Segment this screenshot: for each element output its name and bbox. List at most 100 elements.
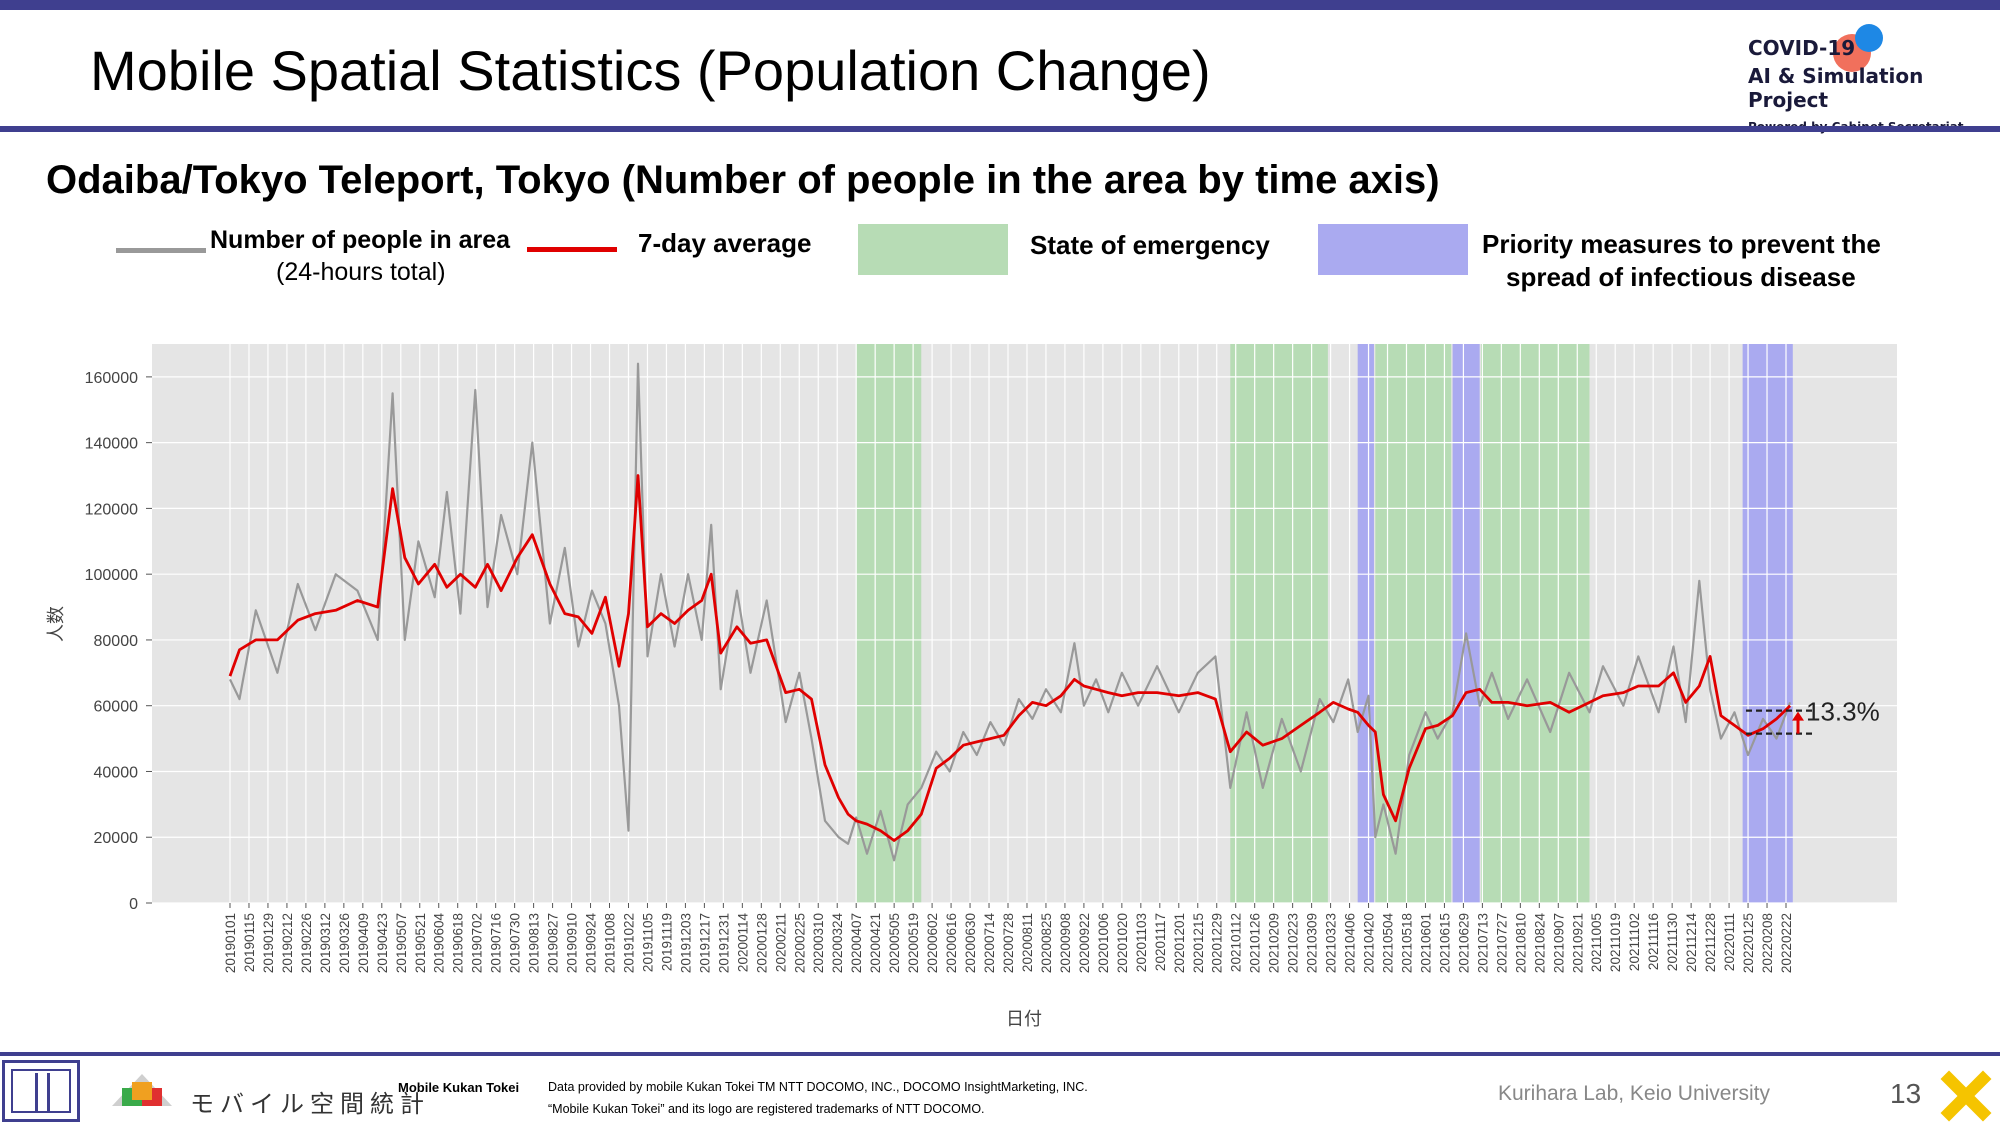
brand-logo-blue-dot [1855,24,1883,52]
y-tick-label: 60000 [94,699,139,716]
brand-line-1: COVID-19 [1748,36,1856,60]
x-tick-label: 20200714 [982,913,997,974]
x-tick-label: 20211005 [1589,913,1604,972]
annotation-label: 13.3% [1806,697,1880,727]
x-tick-label: 20200211 [773,913,788,972]
x-tick-label: 20201229 [1210,913,1225,973]
x-tick-label: 20210907 [1551,913,1566,973]
x-tick-label: 20211130 [1665,913,1680,971]
x-tick-label: 20200519 [906,913,921,973]
x-tick-label: 20190827 [546,913,561,973]
x-tick-label: 20190702 [470,913,485,973]
x-tick-label: 20190312 [318,913,333,973]
mobile-kukan-block-icon [132,1082,152,1100]
legend-emergency-swatch [858,224,1008,275]
priority-period-2 [1357,344,1374,903]
x-tick-label: 20190409 [356,913,371,973]
x-tick-label: 20200225 [792,913,807,973]
y-tick-label: 80000 [94,633,139,650]
x-tick-label: 20211116 [1646,913,1661,970]
x-tick-label: 20200128 [754,913,769,973]
x-tick-label: 20201006 [1096,913,1111,973]
plot-background [152,344,1897,903]
x-tick-label: 20191105 [640,913,655,972]
title-underline [0,126,2000,132]
x-tick-label: 20190423 [375,913,390,973]
x-tick-label: 20201117 [1153,913,1168,971]
x-tick-label: 20210601 [1418,913,1433,973]
x-tick-label: 20201020 [1115,913,1130,973]
x-tick-label: 20200908 [1058,913,1073,973]
y-axis-label: 人数 [46,606,66,642]
footer-divider [0,1052,2000,1056]
priority-period-6 [1742,344,1793,903]
x-tick-label: 20190813 [527,913,542,973]
x-tick-label: 20190730 [508,913,523,973]
x-tick-label: 20210713 [1475,913,1490,973]
y-tick-label: 100000 [85,567,138,584]
ai-lab-logo [2,1060,80,1122]
x-tick-label: 20211214 [1684,913,1699,973]
y-tick-label: 160000 [85,370,138,387]
x-tick-label: 20190716 [489,913,504,973]
x-tick-label: 20211102 [1627,913,1642,971]
x-tick-label: 20200421 [868,913,883,973]
x-tick-label: 20210824 [1532,913,1547,974]
x-tick-label: 20190326 [337,913,352,973]
x-tick-label: 20191203 [678,913,693,973]
x-tick-label: 20200616 [944,913,959,973]
x-tick-label: 20210420 [1362,913,1377,973]
x-tick-label: 20190129 [261,913,276,973]
slide-title: Mobile Spatial Statistics (Population Ch… [90,39,1211,102]
emergency-period-0 [856,344,922,903]
x-tick-label: 20190521 [413,913,428,973]
legend-emergency-label: State of emergency [1030,230,1270,260]
priority-period-4 [1452,344,1480,903]
legend-priority-swatch [1318,224,1468,275]
footer-product-name: Mobile Kukan Tokei [398,1080,520,1095]
x-tick-label: 20201201 [1172,913,1187,973]
x-tick-label: 20211228 [1703,913,1718,972]
x-tick-label: 20191008 [603,913,618,973]
x-tick-label: 20210518 [1399,913,1414,973]
emergency-period-1 [1230,344,1328,903]
y-tick-label: 140000 [85,436,138,453]
x-tick-label: 20210323 [1324,913,1339,973]
emergency-period-5 [1481,344,1590,903]
x-tick-label: 20200505 [887,913,902,973]
footer-logo-text: モバイル空間統計 [190,1090,430,1118]
x-tick-label: 20210629 [1456,913,1471,973]
y-tick-label: 40000 [94,764,139,781]
x-tick-label: 20191022 [621,913,636,973]
x-tick-label: 20210921 [1570,913,1585,973]
brand-line-2: AI & Simulation Project [1748,64,1924,112]
legend-raw-sublabel: (24-hours total) [276,258,446,286]
x-tick-label: 20190604 [432,913,447,974]
x-tick-label: 20200310 [811,913,826,973]
x-tick-label: 20210223 [1286,913,1301,973]
x-tick-label: 20200811 [1020,913,1035,972]
x-tick-label: 20220125 [1741,913,1756,973]
top-accent-bar [0,0,2000,10]
x-tick-label: 20190212 [280,913,295,973]
x-tick-label: 20191231 [716,913,731,973]
footer-lab-name: Kurihara Lab, Keio University [1498,1082,1770,1105]
x-tick-label: 20200114 [735,913,750,973]
legend-avg-label: 7-day average [638,228,812,258]
legend-avg-swatch [527,247,617,252]
x-tick-label: 20200630 [963,913,978,973]
x-tick-label: 20200602 [925,913,940,973]
raw-count-line [229,362,1792,862]
x-axis-label: 日付 [1006,1009,1042,1029]
annotation-arrow-head [1792,711,1804,721]
x-tick-label: 20210406 [1343,913,1358,973]
x-tick-label: 20210810 [1513,913,1528,973]
x-tick-label: 20200728 [1001,913,1016,973]
x-tick-label: 20200407 [849,913,864,973]
legend-priority-label-1: Priority measures to prevent the [1482,229,1881,259]
x-tick-label: 20210727 [1494,913,1509,973]
x-tick-label: 20190115 [242,913,257,972]
legend-raw-swatch [116,248,206,253]
x-tick-label: 20210126 [1248,913,1263,973]
x-tick-label: 20200922 [1077,913,1092,973]
